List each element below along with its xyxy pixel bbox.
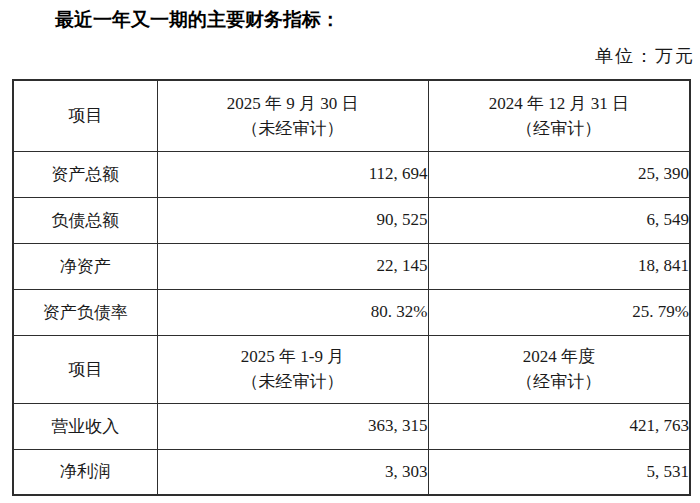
balance-header-item-cell: 项目 [13,80,157,151]
row-total-assets: 资产总额 112, 694 25, 390 [13,151,690,197]
row-operating-revenue: 营业收入 363, 315 421, 763 [13,403,690,449]
row-net-profit: 净利润 3, 303 5, 531 [13,449,690,495]
row-label-cell: 资产总额 [13,151,157,197]
income-prior-period: 2024 年度 [429,344,690,369]
row-label-cell: 资产负债率 [13,289,157,335]
row-current-value-cell: 3, 303 [157,449,428,495]
row-prior-value-cell: 25. 79% [428,289,690,335]
balance-header-row: 项目 2025 年 9 月 30 日 （未经审计） 2024 年 12 月 31… [13,80,690,151]
balance-prior-date: 2024 年 12 月 31 日 [429,91,690,116]
unit-label: 单位：万元 [595,44,695,68]
page-title: 最近一年又一期的主要财务指标： [55,7,340,33]
income-current-audit-status: （未经审计） [158,369,428,394]
row-prior-value-cell: 25, 390 [428,151,690,197]
income-prior-audit-status: （经审计） [429,369,690,394]
income-header-prior-cell: 2024 年度 （经审计） [428,335,690,403]
row-prior-value-cell: 6, 549 [428,197,690,243]
row-prior-value-cell: 5, 531 [428,449,690,495]
row-label-cell: 营业收入 [13,403,157,449]
row-current-value-cell: 80. 32% [157,289,428,335]
row-current-value-cell: 22, 145 [157,243,428,289]
balance-header-current-cell: 2025 年 9 月 30 日 （未经审计） [157,80,428,151]
row-debt-ratio: 资产负债率 80. 32% 25. 79% [13,289,690,335]
row-prior-value-cell: 421, 763 [428,403,690,449]
row-current-value-cell: 363, 315 [157,403,428,449]
row-prior-value-cell: 18, 841 [428,243,690,289]
income-current-period: 2025 年 1-9 月 [158,344,428,369]
row-label-cell: 净资产 [13,243,157,289]
balance-current-audit-status: （未经审计） [158,116,428,141]
balance-current-date: 2025 年 9 月 30 日 [158,91,428,116]
row-current-value-cell: 90, 525 [157,197,428,243]
income-header-item-cell: 项目 [13,335,157,403]
financial-indicators-table: 项目 2025 年 9 月 30 日 （未经审计） 2024 年 12 月 31… [12,79,691,496]
income-header-row: 项目 2025 年 1-9 月 （未经审计） 2024 年度 （经审计） [13,335,690,403]
income-header-current-cell: 2025 年 1-9 月 （未经审计） [157,335,428,403]
balance-header-prior-cell: 2024 年 12 月 31 日 （经审计） [428,80,690,151]
row-current-value-cell: 112, 694 [157,151,428,197]
row-net-assets: 净资产 22, 145 18, 841 [13,243,690,289]
row-total-liabilities: 负债总额 90, 525 6, 549 [13,197,690,243]
balance-prior-audit-status: （经审计） [429,116,690,141]
row-label-cell: 负债总额 [13,197,157,243]
row-label-cell: 净利润 [13,449,157,495]
